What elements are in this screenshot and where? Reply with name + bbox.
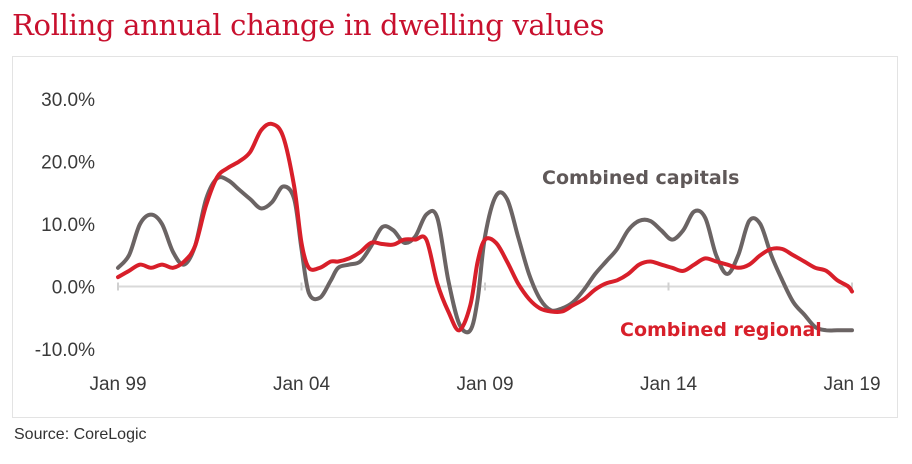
series-lines (116, 121, 854, 335)
x-tick-label: Jan 19 (823, 374, 880, 395)
series-label-combined-regional: Combined regional (620, 319, 822, 341)
x-tick-label: Jan 09 (456, 374, 513, 395)
chart-frame (12, 56, 898, 418)
x-tick-label: Jan 14 (640, 374, 697, 395)
series-label-combined-capitals: Combined capitals (542, 167, 739, 189)
y-tick-label: 10.0% (41, 215, 95, 236)
series-line-combined-capitals (116, 175, 854, 335)
source-note: Source: CoreLogic (14, 426, 147, 443)
y-tick-label: 20.0% (41, 153, 95, 174)
y-tick-label: 0.0% (52, 278, 95, 299)
series-line-combined-regional (116, 121, 854, 333)
line-chart: 30.0%20.0%10.0%0.0%-10.0% Jan 99 Jan 04 Ja… (35, 90, 881, 395)
y-axis-ticks: 30.0% 20.0% 10.0% 0.0% -10.0% (35, 90, 95, 361)
x-tick-label: Jan 04 (273, 374, 330, 395)
y-tick-label: 30.0% (41, 90, 95, 111)
y-tick-label: -10.0% (35, 340, 95, 361)
x-tick-label: Jan 99 (89, 374, 146, 395)
x-axis-ticks: Jan 99 Jan 04 Jan 09 Jan 14 Jan 19 (89, 374, 880, 395)
chart-title: Rolling annual change in dwelling values (12, 8, 605, 42)
